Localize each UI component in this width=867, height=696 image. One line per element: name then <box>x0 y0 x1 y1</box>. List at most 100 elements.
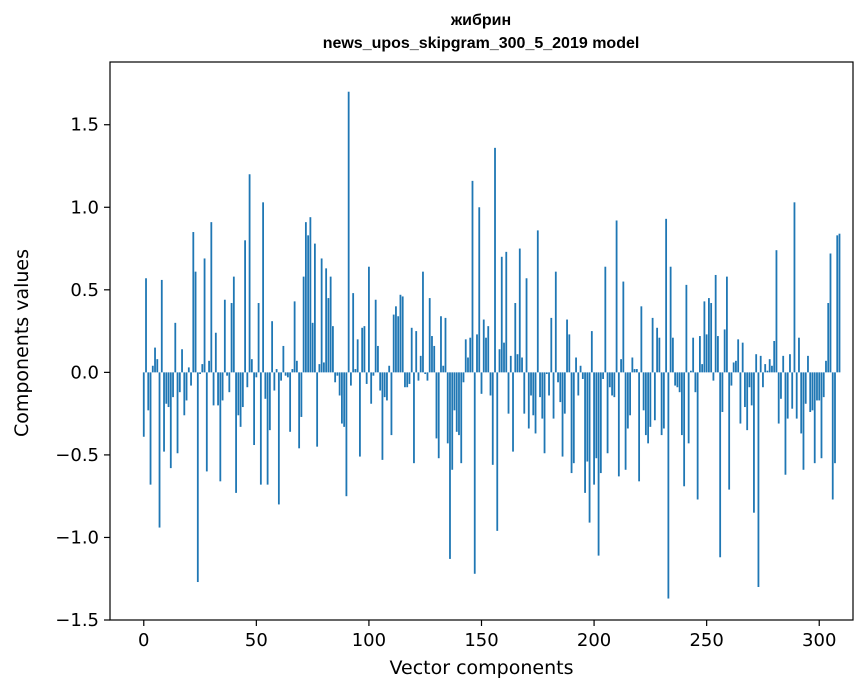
bar <box>190 372 192 386</box>
bar <box>223 299 226 373</box>
bar <box>221 372 224 401</box>
bar <box>446 372 449 444</box>
bar <box>392 314 395 373</box>
bar <box>422 271 424 373</box>
bar <box>365 372 368 384</box>
bar <box>464 339 467 373</box>
bar <box>359 372 361 457</box>
bar <box>154 347 156 373</box>
bar <box>649 372 652 427</box>
bar <box>194 271 197 373</box>
bar <box>433 345 436 373</box>
bar <box>705 334 708 373</box>
bar <box>766 370 769 373</box>
bar <box>469 337 472 373</box>
bar <box>602 372 604 379</box>
bar <box>156 359 159 373</box>
bar <box>444 317 447 373</box>
y-tick-label: 0.0 <box>70 362 99 383</box>
bar <box>289 372 292 432</box>
bar <box>834 372 836 464</box>
bar <box>676 372 679 388</box>
bar <box>313 243 316 373</box>
bar <box>187 367 190 373</box>
bar <box>836 235 839 373</box>
bar <box>683 372 686 487</box>
bar <box>798 337 800 373</box>
bar <box>762 372 764 388</box>
bar <box>579 365 582 373</box>
bar <box>768 359 771 373</box>
bar <box>273 372 276 391</box>
bar <box>449 372 451 559</box>
bar <box>226 372 228 376</box>
bar <box>368 266 370 373</box>
bar <box>694 372 697 393</box>
bar <box>491 372 494 465</box>
bar <box>199 372 201 375</box>
bar <box>151 365 154 373</box>
bar <box>264 372 267 399</box>
bar <box>232 276 235 373</box>
bar <box>458 372 460 436</box>
bar <box>397 316 400 373</box>
bar <box>809 372 812 412</box>
bar <box>606 372 609 454</box>
bar <box>494 147 496 373</box>
bar <box>831 372 834 500</box>
bar <box>536 230 539 373</box>
bar <box>712 372 715 381</box>
bar <box>622 281 625 373</box>
bar <box>593 372 595 485</box>
bar <box>665 218 668 373</box>
bar <box>257 303 260 373</box>
bar <box>374 299 377 373</box>
bar <box>401 296 404 373</box>
bar <box>744 372 746 408</box>
bar <box>613 372 616 398</box>
bar <box>347 91 350 373</box>
bar <box>203 258 206 373</box>
bar <box>696 372 699 500</box>
bar <box>800 372 803 434</box>
bar <box>552 372 555 419</box>
bar <box>363 326 366 373</box>
x-tick-label: 200 <box>577 630 611 651</box>
bar <box>671 337 674 373</box>
bar <box>496 372 499 531</box>
bar <box>685 284 688 373</box>
bar <box>471 180 474 373</box>
bar <box>732 362 735 373</box>
bar <box>532 372 535 416</box>
bar <box>597 372 600 556</box>
bar <box>829 253 832 373</box>
bar <box>651 317 654 373</box>
bar <box>703 301 706 373</box>
bar <box>329 276 332 373</box>
bar <box>822 372 825 398</box>
bar <box>521 357 523 373</box>
bar <box>212 372 215 406</box>
bar <box>626 372 629 429</box>
bar <box>635 369 638 373</box>
bar <box>581 372 584 379</box>
bar <box>723 329 726 373</box>
bar <box>755 354 758 373</box>
bar <box>345 372 348 497</box>
bar <box>813 372 816 464</box>
bar <box>791 372 794 409</box>
y-tick-label: 1.0 <box>70 197 99 218</box>
bar <box>356 339 359 373</box>
bar <box>530 372 532 396</box>
bar <box>498 349 501 373</box>
bar <box>563 372 566 414</box>
bar <box>793 202 796 373</box>
bar <box>735 360 737 373</box>
bar <box>277 372 280 505</box>
bar <box>149 372 152 485</box>
bar <box>286 372 289 378</box>
bar <box>811 372 814 411</box>
bar <box>172 372 174 398</box>
bar <box>653 372 656 421</box>
bar <box>462 372 465 383</box>
